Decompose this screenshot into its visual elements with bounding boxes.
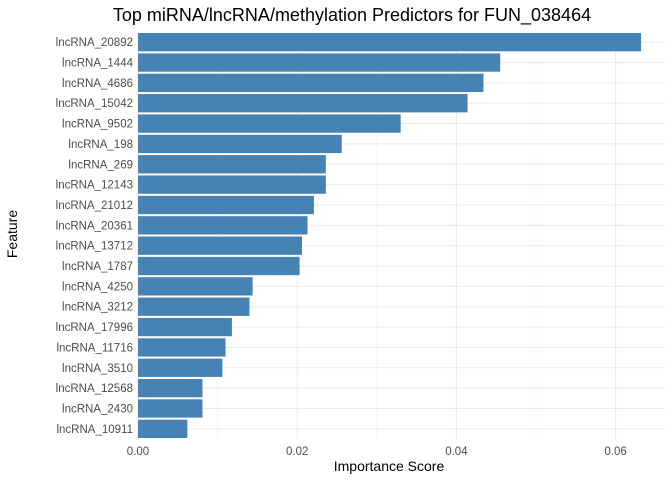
y-tick-labels: lncRNA_20892 lncRNA_1444 lncRNA_4686 lncRNA… bbox=[56, 37, 134, 436]
y-tick-label: lncRNA_17996 bbox=[56, 322, 133, 334]
y-tick-label: lncRNA_12568 bbox=[56, 383, 133, 395]
y-tick-label: lncRNA_4686 bbox=[62, 78, 133, 90]
y-tick-label: lncRNA_269 bbox=[68, 159, 133, 171]
x-axis-title: Importance Score bbox=[334, 458, 445, 474]
bar-lncRNA_1444 bbox=[138, 53, 501, 72]
bar-lncRNA_13712 bbox=[138, 236, 302, 255]
bar-lncRNA_3212 bbox=[138, 297, 250, 316]
y-tick-label: lncRNA_12143 bbox=[56, 180, 133, 192]
bar-lncRNA_1787 bbox=[138, 256, 300, 276]
bar-lncRNA_20361 bbox=[138, 216, 308, 235]
y-tick-label: lncRNA_4250 bbox=[62, 281, 133, 293]
y-tick-label: lncRNA_198 bbox=[68, 139, 133, 151]
y-tick-label: lncRNA_20361 bbox=[56, 220, 133, 232]
bars-group bbox=[138, 33, 642, 438]
x-tick-label: 0.04 bbox=[445, 446, 468, 458]
chart-title: Top miRNA/lncRNA/methylation Predictors … bbox=[113, 5, 591, 26]
bar-lncRNA_12143 bbox=[138, 175, 326, 194]
bar-lncRNA_3510 bbox=[138, 358, 223, 377]
y-tick-label: lncRNA_21012 bbox=[56, 200, 133, 212]
y-tick-label: lncRNA_1787 bbox=[62, 261, 133, 273]
bar-lncRNA_21012 bbox=[138, 195, 314, 215]
y-tick-label: lncRNA_20892 bbox=[56, 37, 133, 49]
x-tick-label: 0.00 bbox=[127, 446, 149, 458]
y-tick-label: lncRNA_10911 bbox=[56, 424, 133, 436]
bar-lncRNA_10911 bbox=[138, 419, 188, 438]
y-tick-label: lncRNA_2430 bbox=[62, 403, 133, 415]
bar-lncRNA_4686 bbox=[138, 73, 484, 93]
bar-lncRNA_2430 bbox=[138, 399, 203, 418]
y-tick-label: lncRNA_13712 bbox=[56, 241, 133, 253]
x-tick-label: 0.02 bbox=[286, 446, 308, 458]
bar-lncRNA_17996 bbox=[138, 317, 232, 337]
bar-lncRNA_4250 bbox=[138, 277, 253, 296]
bar-lncRNA_15042 bbox=[138, 94, 468, 113]
bar-lncRNA_11716 bbox=[138, 338, 226, 357]
y-tick-label: lncRNA_15042 bbox=[56, 98, 133, 110]
bar-lncRNA_20892 bbox=[138, 33, 642, 52]
y-tick-label: lncRNA_1444 bbox=[62, 58, 134, 70]
y-tick-label: lncRNA_3510 bbox=[62, 363, 133, 375]
y-tick-label: lncRNA_11716 bbox=[56, 342, 133, 354]
x-tick-labels: 0.00 0.02 0.04 0.06 bbox=[127, 446, 627, 458]
bar-lncRNA_9502 bbox=[138, 114, 401, 133]
y-axis-title: Feature bbox=[4, 210, 20, 258]
y-tick-label: lncRNA_9502 bbox=[62, 119, 133, 131]
x-tick-label: 0.06 bbox=[604, 446, 626, 458]
bar-lncRNA_269 bbox=[138, 155, 326, 174]
bar-lncRNA_12568 bbox=[138, 378, 203, 398]
y-tick-label: lncRNA_3212 bbox=[62, 302, 133, 314]
bar-lncRNA_198 bbox=[138, 134, 342, 154]
grid-lines bbox=[136, 32, 665, 439]
